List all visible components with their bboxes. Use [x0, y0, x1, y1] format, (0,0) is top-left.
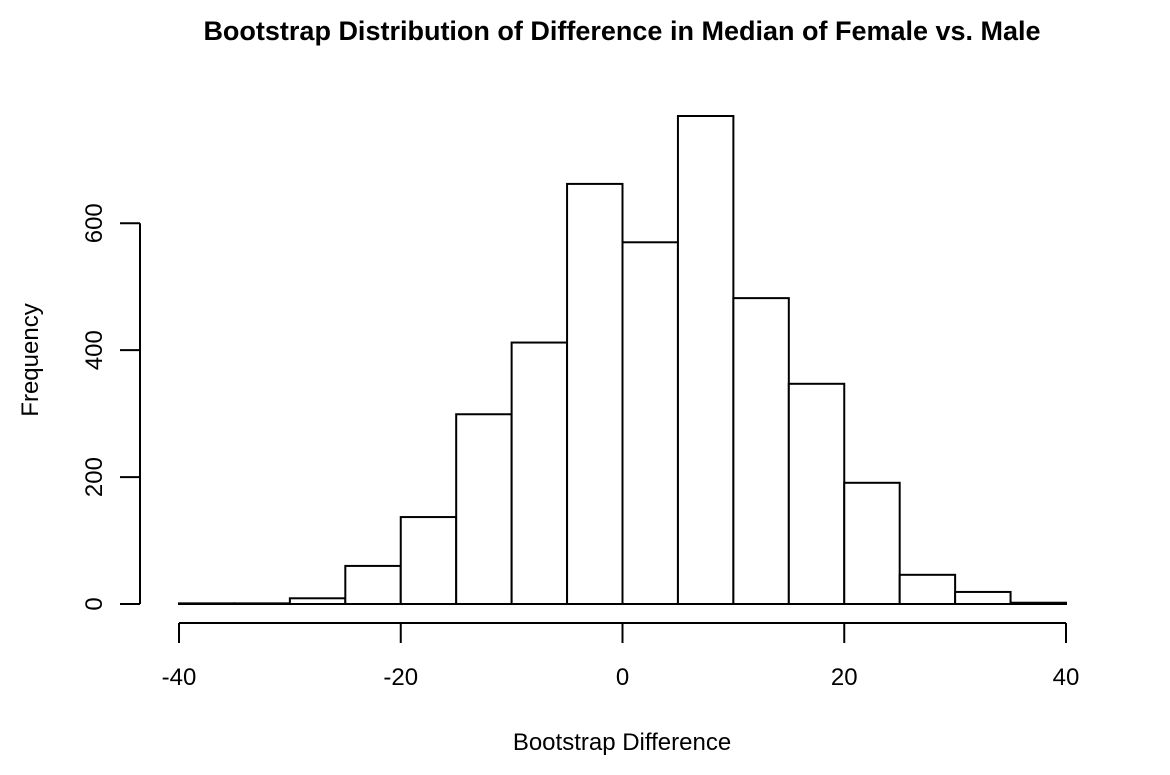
x-tick-label: 0 [616, 664, 629, 691]
histogram-bar [787, 382, 846, 606]
histogram-bar [676, 115, 735, 605]
histogram-bar [178, 602, 236, 606]
x-tick-label: 20 [831, 664, 858, 691]
x-axis-title: Bootstrap Difference [513, 729, 731, 756]
histogram-bars [178, 115, 1067, 606]
y-tick-label: 400 [81, 330, 108, 370]
y-axis: 0 200 400 600 [81, 203, 141, 611]
histogram-bar [843, 481, 901, 606]
histogram-bar [1009, 601, 1067, 606]
x-tick-label: -40 [162, 664, 197, 691]
histogram-bar [732, 297, 790, 605]
histogram-bar [288, 597, 347, 606]
histogram-bar [399, 516, 458, 605]
histogram-bar [510, 341, 569, 605]
histogram-bar [344, 564, 402, 605]
y-tick-label: 0 [81, 597, 108, 610]
histogram-bar [566, 182, 624, 605]
histogram-bar [621, 241, 679, 605]
y-tick-label: 200 [81, 457, 108, 497]
histogram-bar [455, 413, 513, 605]
y-axis-title: Frequency [17, 303, 44, 416]
x-axis: -40 -20 0 20 40 [162, 622, 1080, 691]
x-tick-label: 40 [1053, 664, 1080, 691]
x-tick-label: -20 [383, 664, 418, 691]
y-tick-label: 600 [81, 203, 108, 243]
histogram-bar [954, 590, 1012, 606]
histogram-bar [898, 573, 957, 605]
chart-title: Bootstrap Distribution of Difference in … [203, 16, 1040, 46]
histogram-bar [233, 602, 291, 606]
